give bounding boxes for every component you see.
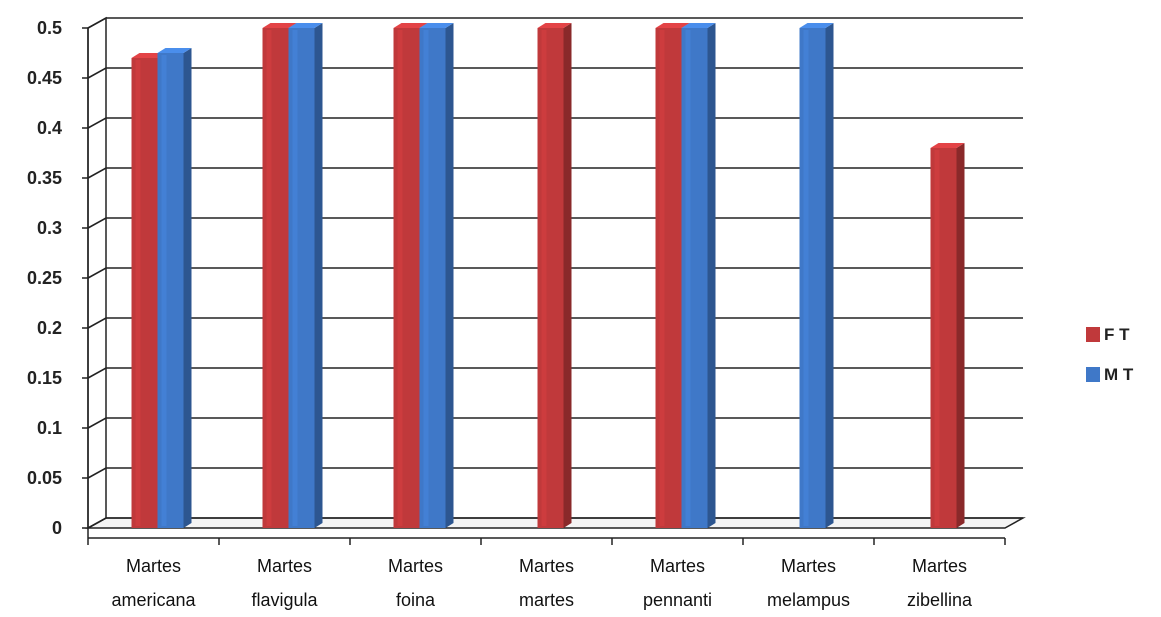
x-category-label: Martes xyxy=(650,556,705,576)
bar-top xyxy=(930,143,965,148)
bar xyxy=(537,28,564,528)
x-category-label: Martes xyxy=(519,556,574,576)
x-category-label: Martes xyxy=(388,556,443,576)
bar-top xyxy=(157,48,192,53)
bar-top xyxy=(655,23,690,28)
bar-top xyxy=(288,23,323,28)
gridline xyxy=(87,117,1023,129)
bar xyxy=(131,58,158,528)
bar-side xyxy=(314,23,323,528)
y-tick-label: 0.45 xyxy=(27,68,62,88)
y-tick-label: 0.2 xyxy=(37,318,62,338)
bars xyxy=(131,23,965,528)
bar-side xyxy=(825,23,834,528)
bar-highlight xyxy=(292,30,298,526)
y-tick-label: 0 xyxy=(52,518,62,538)
y-tick-label: 0.4 xyxy=(37,118,62,138)
gridline xyxy=(87,417,1023,429)
gridline xyxy=(87,217,1023,229)
y-axis-ticks: 0 0.05 0.1 0.15 0.2 0.25 0.3 0.35 0.4 0.45 0.5 xyxy=(27,18,89,538)
bar-side xyxy=(956,143,965,528)
y-tick-label: 0.15 xyxy=(27,368,62,388)
bar-top xyxy=(262,23,297,28)
x-category-label: Martes xyxy=(912,556,967,576)
bar xyxy=(157,53,184,528)
bar-highlight xyxy=(685,30,691,526)
bar-highlight xyxy=(541,30,547,526)
x-category-label: flavigula xyxy=(251,590,318,610)
x-category-label: zibellina xyxy=(907,590,973,610)
bar-side xyxy=(445,23,454,528)
bar xyxy=(681,28,708,528)
x-category-label: foina xyxy=(396,590,436,610)
legend-label: M T xyxy=(1104,365,1134,384)
y-tick-label: 0.5 xyxy=(37,18,62,38)
bar-highlight xyxy=(659,30,665,526)
y-tick-label: 0.25 xyxy=(27,268,62,288)
y-tick-label: 0.3 xyxy=(37,218,62,238)
gridline xyxy=(87,17,1023,29)
bar xyxy=(655,28,682,528)
bar-highlight xyxy=(934,150,940,526)
gridlines xyxy=(87,17,1023,529)
y-tick-label: 0.05 xyxy=(27,468,62,488)
gridline xyxy=(87,317,1023,329)
gridline xyxy=(87,167,1023,179)
bar-top xyxy=(799,23,834,28)
bar xyxy=(419,28,446,528)
x-category-label: Martes xyxy=(126,556,181,576)
x-category-label: Martes xyxy=(781,556,836,576)
bar-side xyxy=(183,48,192,528)
y-tick-label: 0.35 xyxy=(27,168,62,188)
x-category-label: martes xyxy=(519,590,574,610)
bar-highlight xyxy=(161,55,167,526)
bar-side xyxy=(707,23,716,528)
bar-highlight xyxy=(397,30,403,526)
x-axis: Martes americana Martes flavigula Martes foin… xyxy=(87,537,1006,610)
bar-highlight xyxy=(803,30,809,526)
x-category-label: pennanti xyxy=(643,590,712,610)
bar-highlight xyxy=(266,30,272,526)
bar-highlight xyxy=(423,30,429,526)
gridline xyxy=(87,267,1023,279)
gridline xyxy=(87,367,1023,379)
bar xyxy=(930,148,957,528)
bar xyxy=(262,28,289,528)
x-category-label: americana xyxy=(111,590,196,610)
bar-top xyxy=(419,23,454,28)
bar-side xyxy=(563,23,572,528)
bar-top xyxy=(131,53,166,58)
bar xyxy=(799,28,826,528)
legend-swatch xyxy=(1086,367,1100,382)
legend-swatch xyxy=(1086,327,1100,342)
bar xyxy=(288,28,315,528)
legend-label: F T xyxy=(1104,325,1130,344)
y-tick-label: 0.1 xyxy=(37,418,62,438)
bar-top xyxy=(537,23,572,28)
bar-top xyxy=(393,23,428,28)
gridline xyxy=(87,517,1023,529)
gridline xyxy=(87,67,1023,79)
x-category-label: melampus xyxy=(767,590,850,610)
legend: F T M T xyxy=(1086,325,1134,384)
bar xyxy=(393,28,420,528)
gridline xyxy=(87,467,1023,479)
bar-highlight xyxy=(135,60,141,526)
bar-top xyxy=(681,23,716,28)
x-category-label: Martes xyxy=(257,556,312,576)
